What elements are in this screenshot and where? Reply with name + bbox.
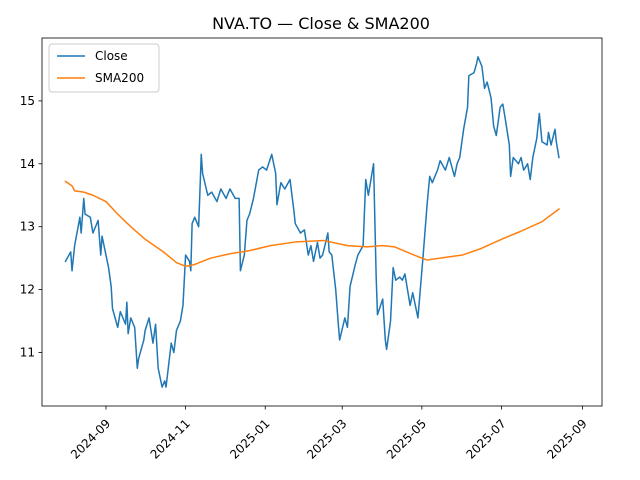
y-axis: 11 12 13 14 15 [20, 94, 42, 360]
y-tick-label: 13 [20, 220, 35, 234]
legend-label-sma200: SMA200 [95, 71, 144, 85]
y-tick-label: 11 [20, 346, 35, 360]
y-tick-label: 14 [20, 157, 35, 171]
y-tick-label: 12 [20, 283, 35, 297]
series-line-close [64, 56, 560, 388]
series-line-sma200 [64, 180, 560, 268]
plot-area [41, 37, 603, 407]
legend: Close SMA200 [48, 43, 160, 93]
y-tick-label: 15 [20, 94, 35, 108]
legend-label-close: Close [95, 49, 128, 63]
plot-frame [41, 37, 603, 407]
chart-title: NVA.TO — Close & SMA200 [212, 14, 430, 33]
